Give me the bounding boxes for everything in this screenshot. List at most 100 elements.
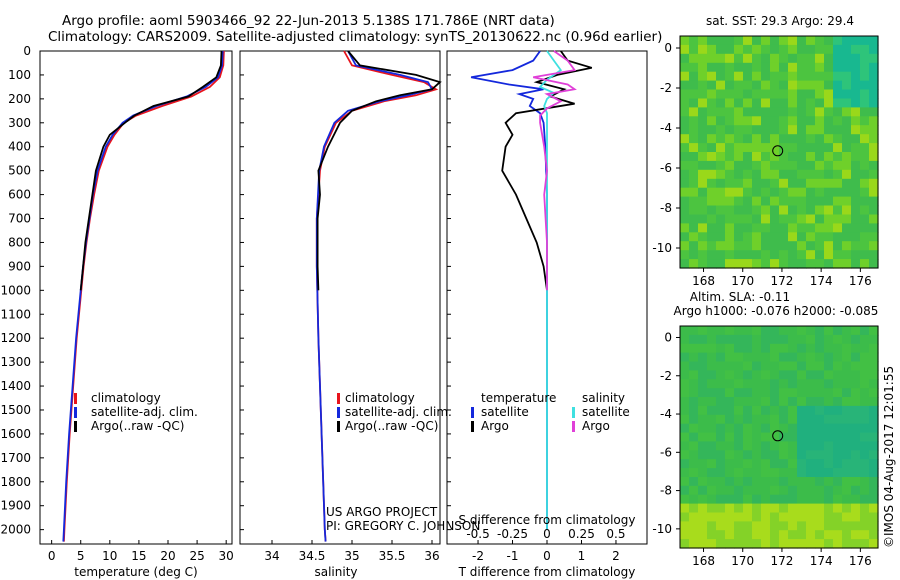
heatmap-cell (752, 143, 762, 153)
heatmap-cell (698, 71, 708, 82)
heatmap-cell (815, 178, 825, 189)
heatmap-cell (689, 178, 699, 189)
heatmap-cell (716, 134, 726, 144)
lon-tick-label: 170 (731, 554, 754, 568)
heatmap-cell (689, 477, 699, 487)
lon-tick-label: 176 (849, 554, 872, 568)
heatmap-cell (698, 521, 708, 531)
sla-profile-location-marker (772, 430, 784, 442)
sla-map-subtitle: Argo h1000: -0.076 h2000: -0.085 (674, 304, 879, 318)
heatmap-cell (788, 196, 798, 207)
heatmap-cell (698, 187, 708, 198)
heatmap-cell (833, 250, 843, 260)
heatmap-cell (734, 36, 744, 46)
heatmap-cell (860, 178, 870, 189)
heatmap-cell (716, 512, 726, 522)
heatmap-cell (716, 494, 726, 505)
heatmap-cell (770, 441, 780, 451)
heatmap-cell (779, 388, 789, 398)
heatmap-cell (824, 405, 834, 416)
heatmap-cell (788, 241, 798, 251)
sla-heatmap (680, 326, 879, 549)
heatmap-cell (797, 414, 807, 425)
heatmap-cell (797, 53, 807, 64)
heatmap-cell (680, 134, 690, 144)
heatmap-cell (698, 160, 708, 171)
heatmap-cell (824, 512, 834, 522)
heatmap-cell (779, 494, 789, 505)
heatmap-cell (842, 36, 852, 46)
heatmap-cell (707, 539, 717, 549)
heatmap-cell (869, 169, 879, 180)
heatmap-cell (698, 503, 708, 514)
heatmap-cell (761, 539, 771, 549)
heatmap-cell (806, 530, 816, 540)
heatmap-cell (770, 405, 780, 416)
heatmap-cell (842, 44, 852, 55)
heatmap-cell (815, 71, 825, 82)
heatmap-cell (761, 485, 771, 496)
heatmap-cell (689, 512, 699, 522)
credit-pi: PI: GREGORY C. JOHNSON (326, 519, 480, 533)
heatmap-cell (797, 521, 807, 531)
heatmap-cell (779, 432, 789, 443)
heatmap-cell (788, 441, 798, 451)
heatmap-cell (779, 178, 789, 189)
heatmap-cell (734, 503, 744, 514)
heatmap-cell (779, 134, 789, 144)
heatmap-cell (860, 521, 870, 531)
heatmap-cell (860, 107, 870, 117)
heatmap-cell (743, 530, 753, 540)
heatmap-cell (680, 169, 690, 180)
heatmap-cell (788, 477, 798, 487)
lat-tick-label: -10 (652, 522, 672, 536)
heatmap-cell (869, 125, 879, 135)
depth-tick-label: 300 (8, 116, 31, 130)
heatmap-cell (842, 397, 852, 407)
heatmap-cell (680, 223, 690, 233)
heatmap-cell (833, 423, 843, 434)
heatmap-cell (716, 370, 726, 380)
heatmap-cell (833, 71, 843, 82)
heatmap-cell (779, 414, 789, 425)
heatmap-cell (698, 432, 708, 443)
heatmap-cell (815, 116, 825, 126)
heatmap-cell (689, 107, 699, 117)
heatmap-cell (851, 62, 861, 73)
sst-heatmap (680, 36, 879, 269)
heatmap-cell (869, 530, 879, 540)
heatmap-cell (860, 414, 870, 425)
heatmap-cell (851, 107, 861, 117)
heatmap-cell (761, 450, 771, 460)
heatmap-cell (797, 98, 807, 108)
heatmap-cell (770, 494, 780, 505)
heatmap-cell (743, 468, 753, 478)
heatmap-cell (770, 388, 780, 398)
heatmap-cell (716, 89, 726, 99)
heatmap-cell (806, 405, 816, 416)
heatmap-cell (842, 388, 852, 398)
heatmap-cell (860, 423, 870, 434)
heatmap-cell (752, 62, 762, 73)
heatmap-cell (725, 397, 735, 407)
heatmap-cell (779, 196, 789, 207)
heatmap-cell (779, 259, 789, 269)
heatmap-cell (833, 36, 843, 46)
heatmap-cell (815, 423, 825, 434)
heatmap-cell (842, 143, 852, 153)
heatmap-cell (833, 259, 843, 269)
heatmap-cell (761, 379, 771, 389)
heatmap-cell (689, 143, 699, 153)
heatmap-cell (824, 80, 834, 91)
heatmap-cell (770, 477, 780, 487)
heatmap-cell (698, 397, 708, 407)
heatmap-cell (842, 160, 852, 171)
heatmap-cell (797, 503, 807, 514)
heatmap-cell (851, 326, 861, 336)
heatmap-cell (725, 134, 735, 144)
heatmap-cell (869, 423, 879, 434)
heatmap-cell (851, 152, 861, 162)
depth-tick-label: 100 (8, 68, 31, 82)
heatmap-cell (698, 36, 708, 46)
